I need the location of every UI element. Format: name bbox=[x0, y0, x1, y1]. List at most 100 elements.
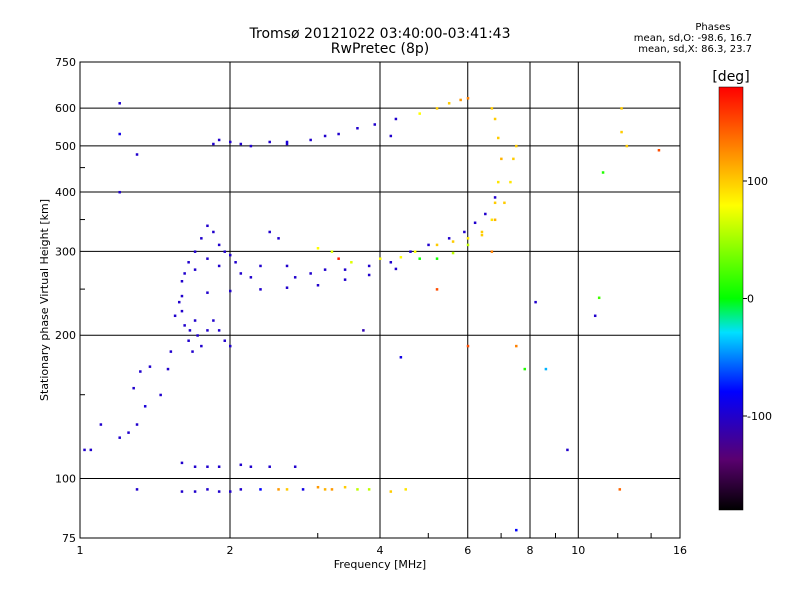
data-point bbox=[323, 134, 327, 138]
data-point bbox=[399, 356, 403, 359]
y-tick-label: 600 bbox=[55, 102, 76, 115]
chart-title: Tromsø 20121022 03:40:00-03:41:43 bbox=[249, 26, 511, 42]
data-point bbox=[118, 132, 121, 136]
x-tick-label: 6 bbox=[464, 544, 471, 557]
data-point bbox=[239, 272, 243, 275]
grid-lines bbox=[80, 62, 680, 538]
data-point bbox=[447, 102, 451, 105]
data-point bbox=[180, 461, 184, 465]
phase-stats: Phases mean, sd,O: -98.6, 16.7 mean, sd,… bbox=[634, 22, 752, 55]
data-point bbox=[259, 264, 262, 268]
data-point bbox=[188, 329, 192, 332]
data-point bbox=[367, 273, 371, 277]
data-point bbox=[343, 268, 347, 271]
data-point bbox=[183, 272, 186, 275]
data-point bbox=[148, 365, 152, 368]
data-point bbox=[135, 423, 139, 426]
data-point bbox=[169, 350, 173, 353]
data-point bbox=[466, 243, 470, 247]
data-point bbox=[330, 250, 334, 253]
data-point bbox=[180, 280, 184, 283]
data-point bbox=[135, 488, 139, 491]
data-point bbox=[285, 286, 289, 289]
data-point bbox=[515, 528, 518, 532]
data-point bbox=[500, 157, 503, 161]
data-point bbox=[316, 485, 320, 489]
y-axis-ticks: 75 100 200 300 400 500 600 750 bbox=[55, 56, 85, 545]
y-axis-label: Stationary phase Virtual Height [km] bbox=[38, 199, 51, 401]
data-point bbox=[427, 243, 430, 247]
data-point bbox=[394, 117, 398, 121]
data-point bbox=[229, 490, 232, 493]
data-point bbox=[83, 448, 86, 452]
data-point bbox=[239, 142, 243, 146]
data-point bbox=[490, 218, 494, 222]
data-point bbox=[435, 243, 439, 247]
data-point bbox=[180, 309, 184, 313]
data-point bbox=[394, 267, 398, 271]
data-point bbox=[118, 436, 121, 439]
y-tick-label: 75 bbox=[62, 532, 76, 545]
data-point bbox=[193, 250, 197, 253]
data-point bbox=[229, 289, 232, 293]
data-point bbox=[356, 488, 359, 491]
data-point bbox=[180, 294, 184, 298]
data-point bbox=[337, 132, 340, 136]
x-axis-label: Frequency [MHz] bbox=[334, 558, 426, 571]
data-point bbox=[285, 488, 289, 491]
data-point bbox=[362, 329, 365, 332]
colorbar-label: [deg] bbox=[712, 69, 749, 85]
data-point bbox=[493, 201, 497, 205]
data-point bbox=[217, 264, 221, 268]
data-point bbox=[490, 107, 494, 110]
data-point bbox=[493, 117, 497, 121]
data-point bbox=[620, 130, 623, 134]
data-point bbox=[206, 465, 209, 468]
data-point bbox=[451, 240, 455, 243]
data-point bbox=[618, 488, 622, 491]
data-point bbox=[229, 253, 232, 257]
data-point bbox=[330, 488, 334, 491]
data-point bbox=[200, 237, 203, 240]
data-point bbox=[523, 367, 527, 371]
data-point bbox=[534, 300, 537, 304]
data-point bbox=[206, 488, 209, 491]
y-tick-label: 400 bbox=[55, 186, 76, 199]
data-point bbox=[343, 278, 347, 281]
data-point bbox=[143, 405, 147, 408]
phase-stats-x: mean, sd,X: 86.3, 23.7 bbox=[638, 44, 752, 55]
colorbar-ticks: 100 0 -100 bbox=[743, 175, 772, 423]
data-point bbox=[277, 237, 280, 240]
data-point bbox=[249, 465, 253, 468]
data-point bbox=[493, 218, 497, 222]
data-point bbox=[132, 386, 135, 390]
data-point bbox=[435, 107, 439, 110]
data-point bbox=[259, 288, 262, 291]
data-point bbox=[309, 138, 312, 142]
data-point bbox=[496, 136, 500, 140]
data-point bbox=[259, 488, 262, 491]
data-point bbox=[466, 97, 470, 100]
data-point bbox=[409, 250, 412, 253]
data-point bbox=[293, 465, 297, 468]
data-point bbox=[268, 230, 271, 234]
data-point bbox=[206, 257, 209, 260]
data-point bbox=[435, 288, 439, 291]
data-point bbox=[316, 284, 320, 287]
scatter-points bbox=[83, 97, 661, 532]
data-point bbox=[249, 144, 253, 148]
data-point bbox=[217, 465, 221, 468]
data-point bbox=[118, 102, 121, 105]
data-point bbox=[301, 488, 305, 491]
data-point bbox=[399, 256, 403, 259]
data-point bbox=[139, 370, 142, 373]
data-point bbox=[212, 142, 215, 146]
data-point bbox=[493, 196, 497, 199]
plot-area-frame bbox=[79, 61, 681, 539]
colorbar-tick-label: -100 bbox=[747, 410, 772, 423]
data-point bbox=[601, 171, 605, 174]
data-point bbox=[593, 314, 597, 318]
data-point bbox=[447, 237, 451, 240]
data-point bbox=[463, 230, 466, 234]
data-point bbox=[193, 465, 197, 468]
